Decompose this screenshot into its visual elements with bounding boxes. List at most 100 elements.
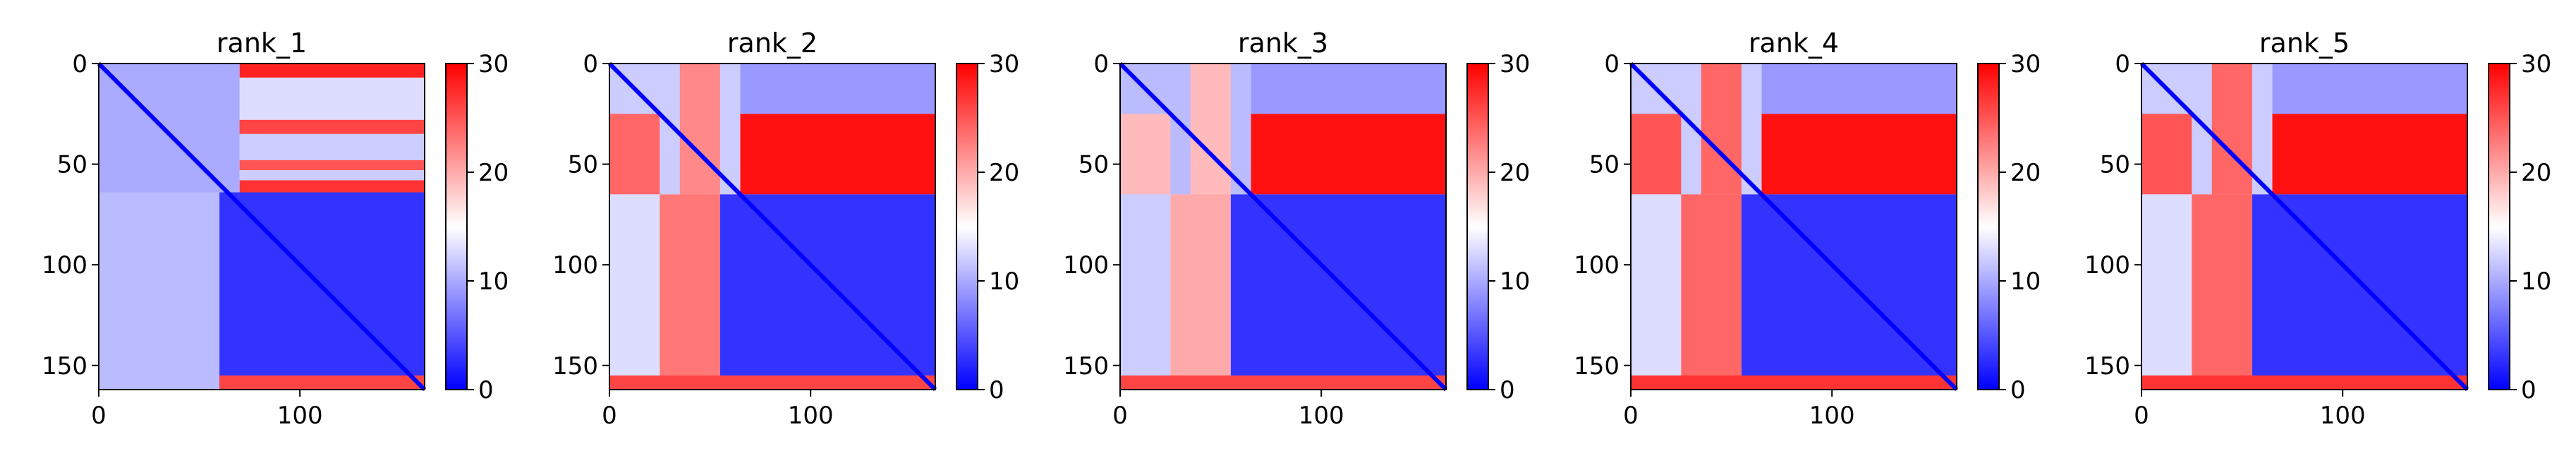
chart-title: rank_3 xyxy=(1238,28,1328,59)
heatmap-block xyxy=(1120,114,1171,195)
heatmap-block xyxy=(1761,64,1957,114)
colorbar-tick-label: 10 xyxy=(2521,267,2551,296)
heatmap-block xyxy=(740,64,935,114)
heatmap-block xyxy=(239,77,425,120)
y-tick-label: 100 xyxy=(2084,251,2130,279)
y-tick-label: 100 xyxy=(552,251,598,279)
heatmap-block xyxy=(1120,375,1446,390)
y-tick-label: 150 xyxy=(42,352,87,380)
y-tick-label: 0 xyxy=(1093,50,1109,78)
colorbar-tick-label: 20 xyxy=(2521,159,2551,187)
heatmap-block xyxy=(1251,114,1446,195)
heatmap-block xyxy=(679,64,720,195)
x-tick-label: 100 xyxy=(1299,402,1344,430)
heatmap-block xyxy=(239,160,425,171)
colorbar-tick-label: 0 xyxy=(989,376,1004,404)
heatmap-block xyxy=(1170,194,1231,390)
chart-title: rank_1 xyxy=(217,28,307,59)
heatmap-block xyxy=(1681,194,1742,390)
colorbar-tick-label: 10 xyxy=(478,267,509,296)
heatmap-block xyxy=(2252,194,2467,390)
heatmap-block xyxy=(609,194,660,390)
heatmap-block xyxy=(660,194,720,390)
heatmap-block xyxy=(239,133,425,160)
colorbar-tick-label: 10 xyxy=(989,267,1019,296)
colorbar-tick-label: 0 xyxy=(478,376,494,404)
x-tick-label: 0 xyxy=(1623,402,1639,430)
y-tick-label: 50 xyxy=(1079,151,1109,179)
colorbar-tick-label: 20 xyxy=(989,159,1019,187)
axes-frame xyxy=(1119,63,1447,390)
colorbar xyxy=(1977,63,2000,390)
axes-frame xyxy=(2141,63,2468,390)
heatmap-diagonal xyxy=(607,61,937,392)
heatmap-diagonal xyxy=(1629,61,1959,392)
heatmap-block xyxy=(99,192,220,390)
heatmap-block xyxy=(219,375,425,390)
colorbar xyxy=(956,63,978,390)
heatmap-block xyxy=(609,375,935,390)
heatmap-block xyxy=(1190,64,1231,195)
colorbar-tick-label: 30 xyxy=(989,50,1019,78)
heatmap-block xyxy=(1230,194,1446,390)
heatmap-block xyxy=(2272,64,2467,114)
y-tick-label: 50 xyxy=(2100,151,2130,179)
colorbar-tick-label: 0 xyxy=(2521,376,2536,404)
y-tick-label: 150 xyxy=(1574,352,1620,380)
x-tick-label: 100 xyxy=(1809,402,1855,430)
heatmap-block xyxy=(1251,64,1446,114)
heatmap-block xyxy=(239,64,425,78)
x-tick-label: 0 xyxy=(91,402,107,430)
chart-title: rank_2 xyxy=(727,28,818,59)
colorbar xyxy=(445,63,468,390)
heatmap-diagonal xyxy=(1118,61,1448,392)
heatmap-block xyxy=(2141,375,2467,390)
heatmap-block xyxy=(609,114,660,195)
colorbar-tick-label: 20 xyxy=(1500,159,1530,187)
colorbar-tick-label: 10 xyxy=(1500,267,1530,296)
heatmap-diagonal xyxy=(97,61,427,392)
colorbar-tick-label: 30 xyxy=(1500,50,1530,78)
colorbar-tick-label: 0 xyxy=(1500,376,1515,404)
chart-title: rank_5 xyxy=(2259,28,2350,59)
colorbar-tick-label: 20 xyxy=(478,159,509,187)
heatmap-block xyxy=(1631,375,1957,390)
y-tick-label: 150 xyxy=(1063,352,1109,380)
y-tick-label: 100 xyxy=(1574,251,1620,279)
heatmap-block xyxy=(719,194,935,390)
heatmap-block xyxy=(1631,194,1682,390)
heatmap-block xyxy=(2192,194,2252,390)
heatmap-block xyxy=(239,170,425,181)
y-tick-label: 50 xyxy=(568,151,598,179)
x-tick-label: 0 xyxy=(2134,402,2149,430)
heatmap-block xyxy=(2141,114,2192,195)
y-tick-label: 100 xyxy=(42,251,87,279)
chart-title: rank_4 xyxy=(1749,28,1839,59)
y-tick-label: 0 xyxy=(1604,50,1620,78)
heatmap-block xyxy=(1631,114,1682,195)
colorbar-tick-label: 0 xyxy=(2010,376,2026,404)
y-tick-label: 150 xyxy=(552,352,598,380)
axes-frame xyxy=(98,63,425,390)
axes-frame xyxy=(1630,63,1957,390)
colorbar xyxy=(2488,63,2510,390)
y-tick-label: 0 xyxy=(72,50,87,78)
heatmap-block xyxy=(2141,194,2192,390)
colorbar-tick-label: 10 xyxy=(2010,267,2041,296)
heatmap-block xyxy=(1701,64,1742,195)
heatmap-block xyxy=(1741,194,1957,390)
y-tick-label: 0 xyxy=(2115,50,2130,78)
colorbar xyxy=(1466,63,1489,390)
colorbar-tick-label: 30 xyxy=(478,50,509,78)
x-tick-label: 100 xyxy=(277,402,323,430)
heatmap-block xyxy=(2211,64,2252,195)
colorbar-tick-label: 30 xyxy=(2521,50,2551,78)
x-tick-label: 100 xyxy=(788,402,834,430)
x-tick-label: 0 xyxy=(602,402,617,430)
x-tick-label: 100 xyxy=(2320,402,2366,430)
